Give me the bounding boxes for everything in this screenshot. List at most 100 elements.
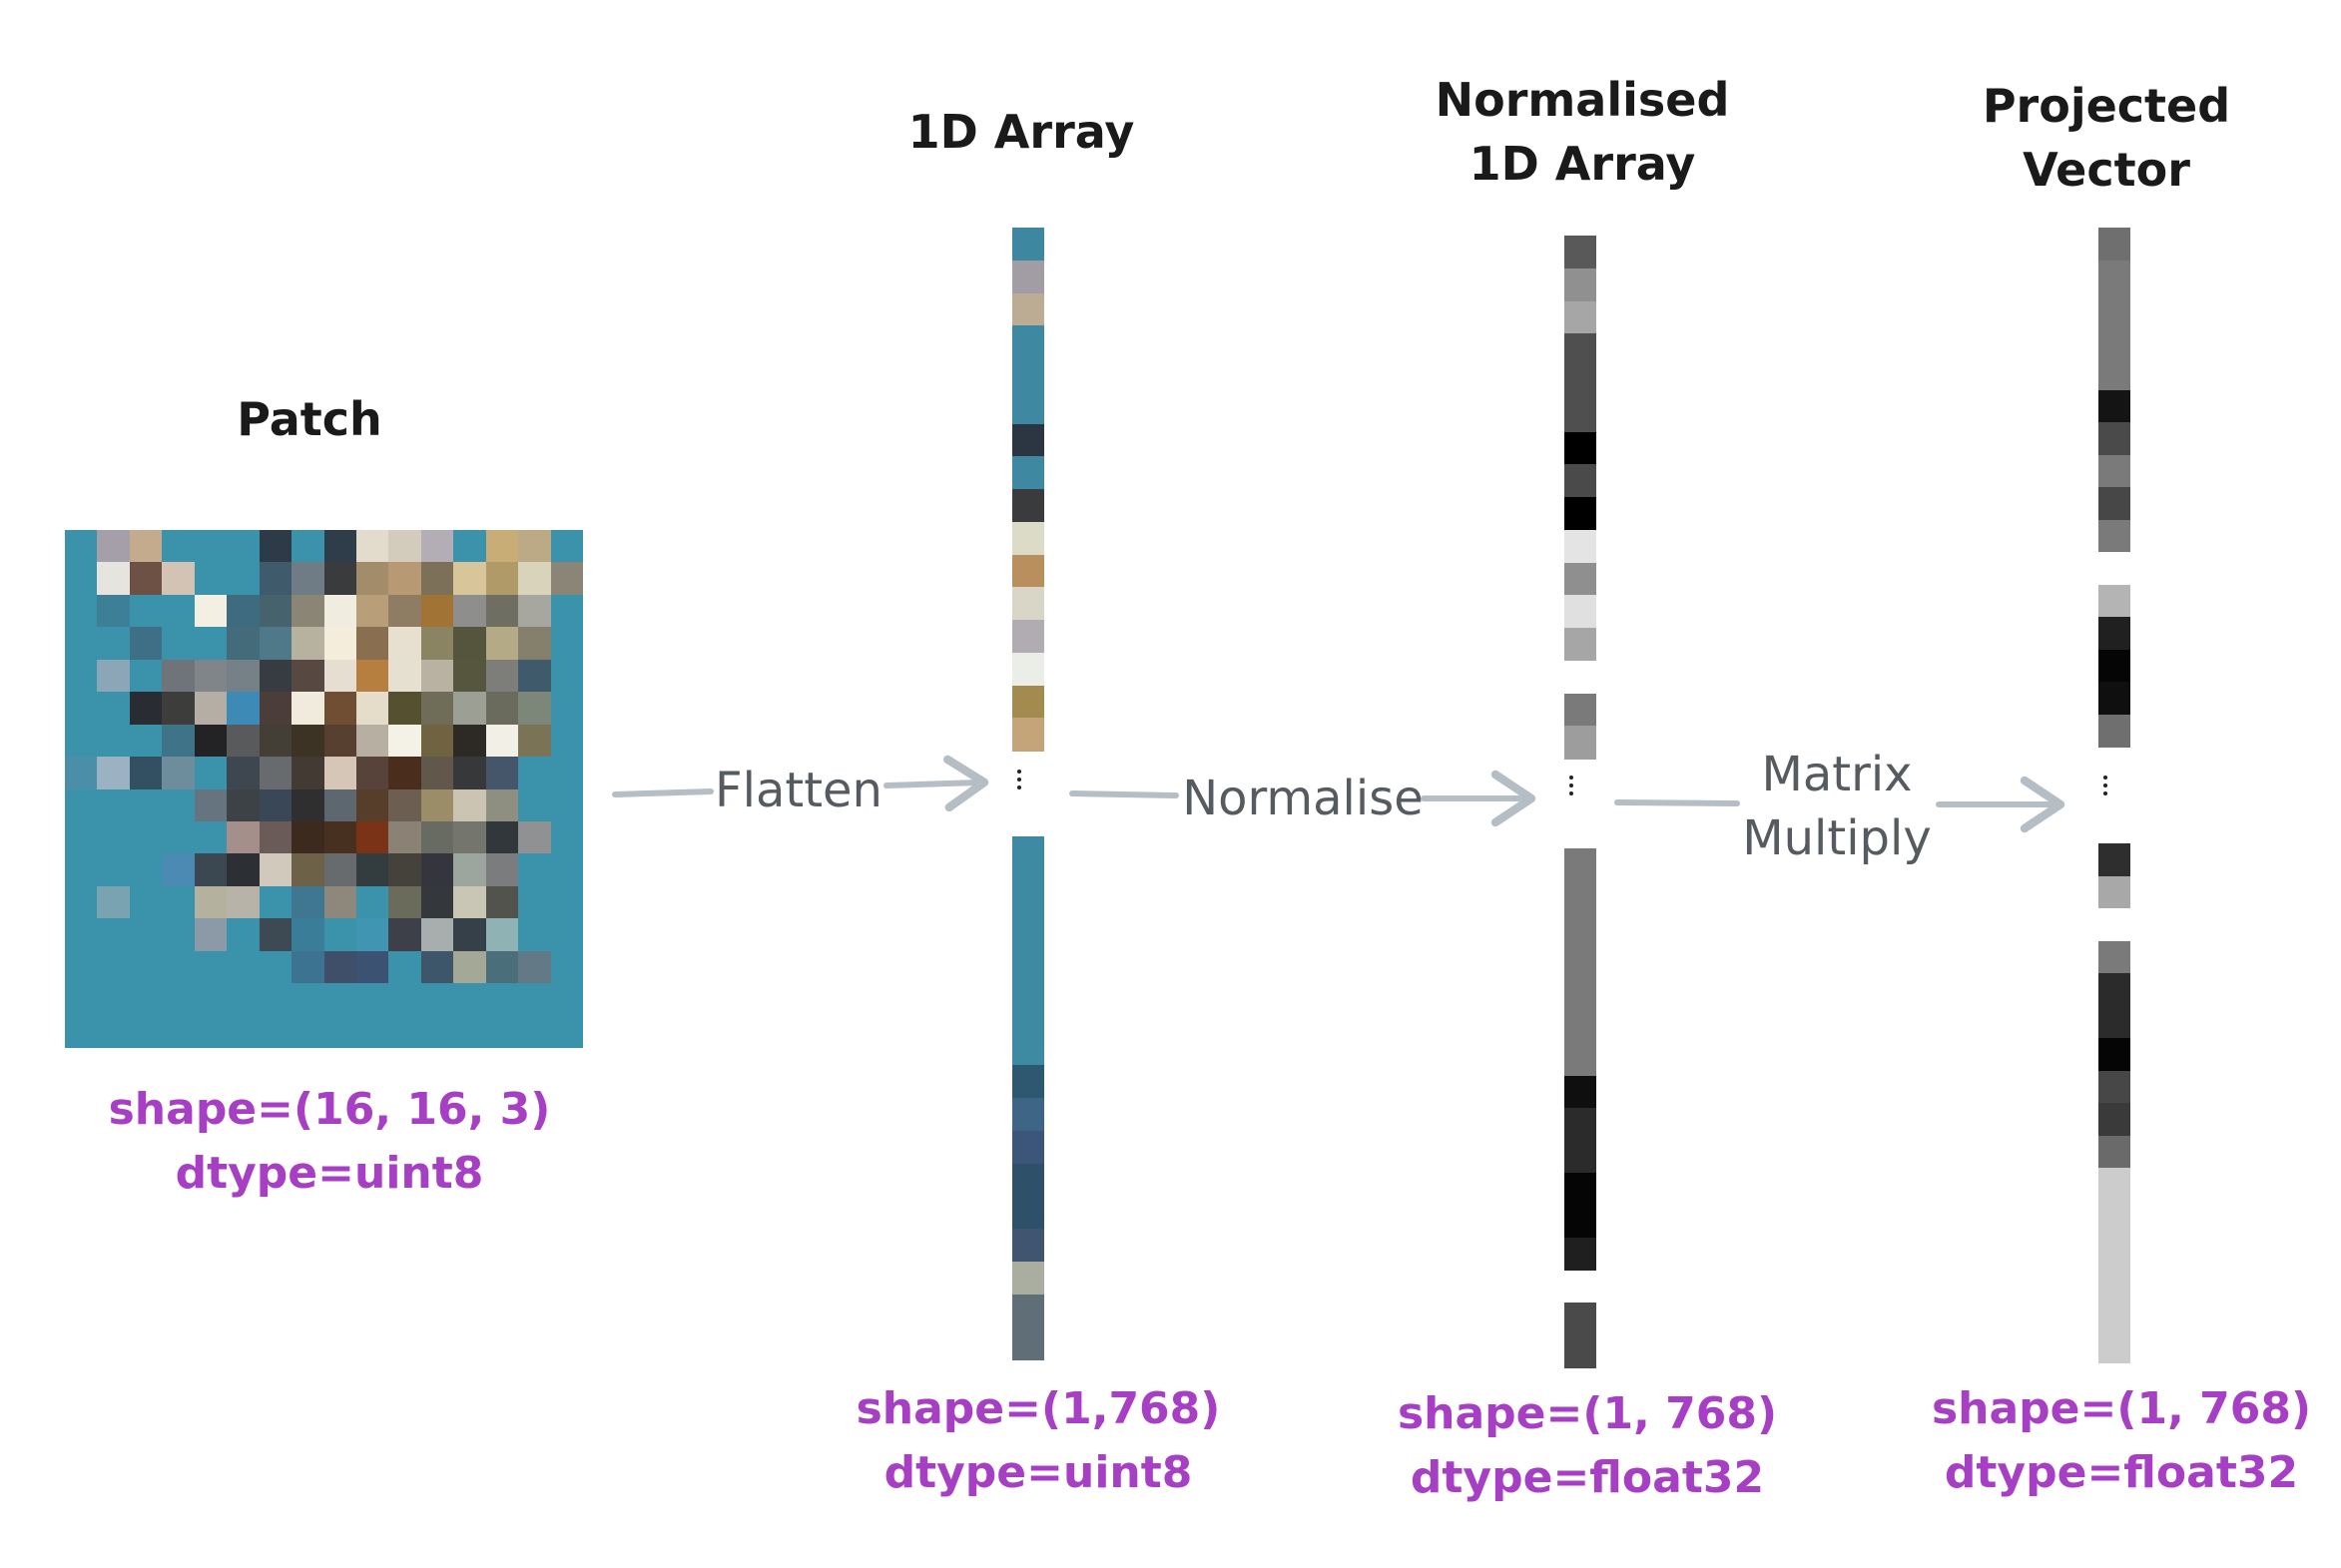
strip-cell: [1012, 1130, 1044, 1164]
patch-pixel: [453, 724, 486, 758]
patch-pixel: [292, 594, 324, 628]
projected-vector-strip-top: [2098, 228, 2130, 748]
strip-cell: [2098, 1168, 2130, 1201]
patch-meta: shape=(16, 16, 3) dtype=uint8: [90, 1078, 569, 1206]
patch-pixel: [129, 659, 163, 693]
patch-pixel: [453, 627, 486, 660]
patch-pixel: [388, 562, 421, 595]
strip-cell: [1564, 1043, 1596, 1076]
strip-cell: [1012, 934, 1044, 968]
patch-pixel: [259, 594, 293, 628]
patch-pixel: [420, 885, 454, 919]
patch-pixel: [323, 692, 356, 725]
patch-pixel: [550, 692, 583, 725]
array-dtype: dtype=uint8: [883, 1447, 1193, 1498]
projected-vector-strip-bottom: [2098, 843, 2130, 1363]
strip-cell: [1012, 1326, 1044, 1360]
strip-cell: [1012, 1261, 1044, 1295]
patch-pixel: [355, 530, 389, 563]
patch-pixel: [485, 594, 519, 628]
patch-pixel: [485, 562, 519, 595]
projected-vector-ellipsis: [2103, 776, 2107, 799]
patch-pixel: [259, 918, 293, 951]
patch-pixel: [227, 692, 260, 725]
array-ellipsis: [1017, 770, 1021, 793]
patch-pixel: [292, 950, 324, 984]
patch-pixel: [292, 562, 324, 595]
patch-pixel: [162, 724, 195, 758]
patch-pixel: [129, 820, 163, 854]
patch-pixel: [259, 562, 293, 595]
patch-pixel: [194, 594, 228, 628]
patch-pixel: [485, 659, 519, 693]
patch-pixel: [388, 659, 421, 693]
strip-cell: [1012, 652, 1044, 686]
patch-pixel: [292, 530, 324, 563]
patch-pixel: [227, 1015, 260, 1048]
patch-pixel: [388, 724, 421, 758]
patch-pixel: [259, 853, 293, 886]
patch-pixel: [518, 692, 551, 725]
patch-pixel: [453, 1015, 486, 1048]
flatten-arrow-tail: [612, 788, 714, 797]
patch-pixel: [227, 788, 260, 821]
patch-pixel: [227, 757, 260, 789]
strip-cell: [1012, 423, 1044, 457]
patch-pixel: [162, 853, 195, 886]
patch-pixel: [550, 757, 583, 789]
strip-cell: [2098, 389, 2130, 423]
strip-cell: [1012, 1229, 1044, 1263]
patch-pixel: [453, 853, 486, 886]
patch-pixel: [388, 983, 421, 1016]
patch-pixel: [97, 918, 130, 951]
patch-pixel: [65, 950, 98, 984]
patch-pixel: [292, 1015, 324, 1048]
strip-cell: [1012, 292, 1044, 326]
patch-pixel: [292, 659, 324, 693]
strip-cell: [1564, 628, 1596, 662]
strip-cell: [1564, 1140, 1596, 1174]
strip-cell: [2098, 1038, 2130, 1071]
strip-cell: [1012, 1065, 1044, 1099]
patch-pixel: [129, 885, 163, 919]
patch-pixel: [194, 918, 228, 951]
patch-pixel: [65, 1015, 98, 1048]
patch-pixel: [97, 983, 130, 1016]
strip-cell: [2098, 422, 2130, 455]
patch-pixel: [259, 788, 293, 821]
strip-cell: [2098, 649, 2130, 683]
patch-pixel: [129, 594, 163, 628]
patch-pixel: [97, 950, 130, 984]
strip-cell: [1012, 1098, 1044, 1132]
strip-cell: [2098, 1200, 2130, 1234]
patch-pixel: [194, 950, 228, 984]
patch-pixel: [420, 594, 454, 628]
patch-pixel: [65, 562, 98, 595]
patch-pixel: [388, 853, 421, 886]
patch-pixel: [97, 659, 130, 693]
strip-cell: [1564, 595, 1596, 629]
patch-pixel: [65, 788, 98, 821]
patch-pixel: [388, 627, 421, 660]
patch-pixel: [65, 692, 98, 725]
strip-cell: [1012, 685, 1044, 719]
patch-pixel: [97, 530, 130, 563]
strip-cell: [1012, 999, 1044, 1033]
strip-cell: [2098, 519, 2130, 553]
strip-cell: [2098, 584, 2130, 618]
patch-pixel: [194, 562, 228, 595]
patch-pixel: [65, 820, 98, 854]
patch-pixel: [388, 885, 421, 919]
patch-pixel: [292, 983, 324, 1016]
strip-cell: [2098, 617, 2130, 650]
patch-pixel: [420, 820, 454, 854]
flattened-array-strip-top: [1012, 228, 1044, 752]
patch-pixel: [485, 724, 519, 758]
normalised-array-strip-bottom: [1564, 848, 1596, 1368]
patch-pixel: [162, 1015, 195, 1048]
patch-pixel: [485, 820, 519, 854]
array-meta: shape=(1,768) dtype=uint8: [819, 1377, 1258, 1505]
patch-pixel: [485, 853, 519, 886]
patch-pixel: [227, 820, 260, 854]
strip-cell: [1564, 945, 1596, 979]
